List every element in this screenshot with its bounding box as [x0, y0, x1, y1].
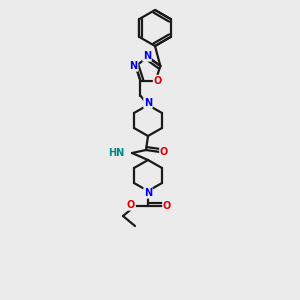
- Text: O: O: [154, 76, 162, 85]
- Text: N: N: [143, 51, 151, 61]
- Text: N: N: [144, 98, 152, 108]
- Text: N: N: [144, 188, 152, 198]
- Text: O: O: [127, 200, 135, 210]
- Text: O: O: [160, 147, 168, 157]
- Text: HN: HN: [108, 148, 124, 158]
- Text: N: N: [130, 61, 138, 71]
- Text: O: O: [163, 201, 171, 211]
